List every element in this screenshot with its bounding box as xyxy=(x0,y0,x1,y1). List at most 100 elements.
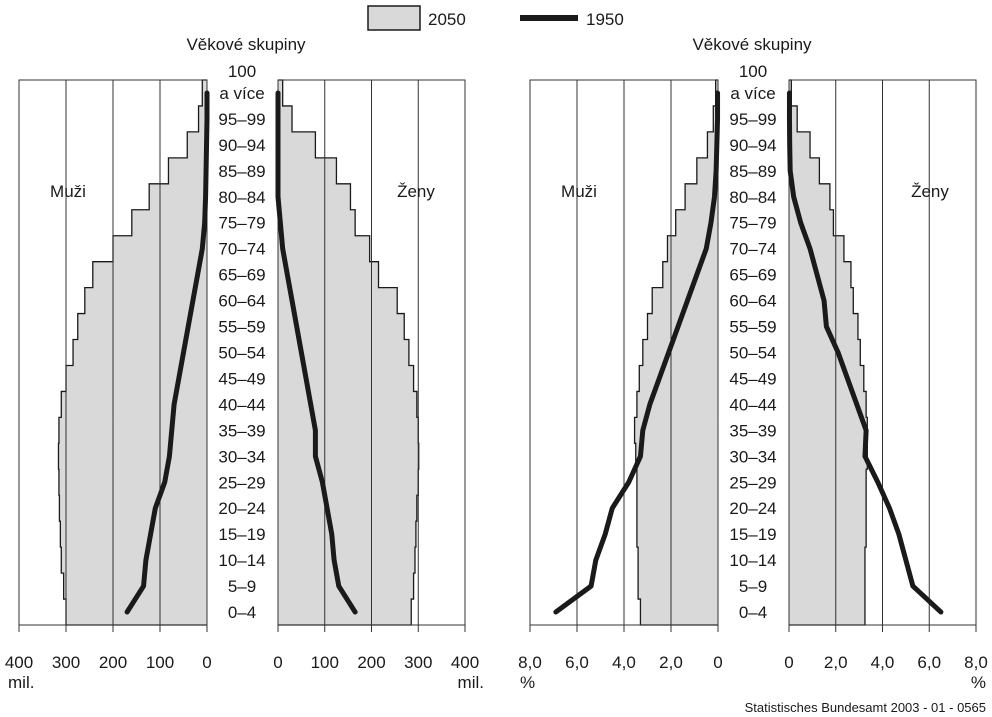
tick-label-female-0: 0 xyxy=(784,653,793,672)
age-label-17: 85–89 xyxy=(729,162,776,181)
age-label-6: 30–34 xyxy=(729,447,776,466)
bar-2050-female-2 xyxy=(278,547,415,574)
age-top-label: 100 xyxy=(739,62,767,81)
bar-2050-male-8 xyxy=(61,391,207,418)
bar-2050-male-7 xyxy=(634,417,718,444)
age-label-20: a více xyxy=(219,84,264,103)
bar-2050-male-3 xyxy=(636,521,718,548)
line-1950-male xyxy=(124,90,210,615)
bar-2050-female-18 xyxy=(278,131,316,159)
age-label-7: 35–39 xyxy=(218,421,265,440)
age-axis-title: Věkové skupiny xyxy=(692,35,812,54)
bar-2050-male-17 xyxy=(168,157,207,185)
tick-label-female-4: 8,0 xyxy=(964,653,988,672)
bar-2050-male-9 xyxy=(639,365,718,392)
age-label-19: 95–99 xyxy=(218,110,265,129)
age-label-0: 0–4 xyxy=(228,603,256,622)
age-label-4: 20–24 xyxy=(729,499,776,518)
bar-2050-female-16 xyxy=(278,183,351,211)
age-label-14: 70–74 xyxy=(218,240,265,259)
bar-2050-female-3 xyxy=(789,521,867,548)
age-label-6: 30–34 xyxy=(218,447,265,466)
bar-2050-male-1 xyxy=(638,573,718,600)
age-label-1: 5–9 xyxy=(228,577,256,596)
bar-2050-female-4 xyxy=(789,495,867,522)
bar-2050-female-2 xyxy=(789,547,865,574)
age-label-7: 35–39 xyxy=(729,421,776,440)
age-label-13: 65–69 xyxy=(729,266,776,285)
bar-2050-female-1 xyxy=(789,573,865,600)
age-label-20: a více xyxy=(730,84,775,103)
bar-2050-male-2 xyxy=(61,547,207,574)
age-label-2: 10–14 xyxy=(729,551,776,570)
age-label-18: 90–94 xyxy=(218,136,265,155)
tick-label-female-3: 300 xyxy=(404,653,432,672)
bar-2050-female-5 xyxy=(278,469,419,496)
age-label-10: 50–54 xyxy=(218,344,265,363)
age-axis-title: Věkové skupiny xyxy=(186,35,306,54)
bar-2050-male-19 xyxy=(198,105,207,133)
bar-2050-male-10 xyxy=(642,339,718,366)
tick-label-female-1: 100 xyxy=(311,653,339,672)
age-label-2: 10–14 xyxy=(218,551,265,570)
outline-2050-female xyxy=(278,79,420,626)
tick-label-female-2: 4,0 xyxy=(871,653,895,672)
unit-label-left: % xyxy=(520,673,535,692)
bar-2050-female-3 xyxy=(278,521,416,548)
age-label-11: 55–59 xyxy=(729,318,776,337)
tick-label-male-3: 6,0 xyxy=(565,653,589,672)
age-top-label: 100 xyxy=(228,62,256,81)
bar-2050-male-15 xyxy=(131,209,207,237)
tick-label-male-1: 100 xyxy=(146,653,174,672)
age-label-3: 15–19 xyxy=(218,525,265,544)
sex-label-female: Ženy xyxy=(911,182,949,201)
tick-label-male-4: 8,0 xyxy=(518,653,542,672)
bar-2050-female-6 xyxy=(278,443,419,470)
bar-2050-female-14 xyxy=(278,235,370,263)
bar-2050-male-17 xyxy=(696,157,718,185)
age-label-13: 65–69 xyxy=(218,266,265,285)
legend-swatch-2050 xyxy=(367,5,421,31)
tick-label-female-4: 400 xyxy=(451,653,479,672)
age-label-9: 45–49 xyxy=(218,369,265,388)
outline-2050-female xyxy=(789,79,868,626)
tick-label-male-1: 2,0 xyxy=(659,653,683,672)
age-label-12: 60–64 xyxy=(729,292,776,311)
age-label-19: 95–99 xyxy=(729,110,776,129)
bar-2050-male-12 xyxy=(84,287,207,314)
bar-2050-male-13 xyxy=(92,261,207,289)
legend: 2050 1950 xyxy=(367,5,624,31)
bar-2050-male-0 xyxy=(640,599,718,626)
bar-2050-male-18 xyxy=(707,131,718,159)
line-1950-male xyxy=(553,90,721,615)
age-label-15: 75–79 xyxy=(729,214,776,233)
bar-2050-male-13 xyxy=(662,261,718,289)
tick-label-male-4: 400 xyxy=(5,653,33,672)
outline-2050-male xyxy=(57,79,207,626)
age-label-8: 40–44 xyxy=(729,395,776,414)
age-label-16: 80–84 xyxy=(218,188,265,207)
tick-label-male-3: 300 xyxy=(52,653,80,672)
bar-2050-male-16 xyxy=(149,183,207,211)
tick-label-male-2: 200 xyxy=(99,653,127,672)
bar-2050-male-3 xyxy=(60,521,207,548)
bar-2050-female-17 xyxy=(278,157,337,185)
bar-2050-female-19 xyxy=(789,105,798,133)
age-label-18: 90–94 xyxy=(729,136,776,155)
sex-label-male: Muži xyxy=(50,182,86,201)
bar-2050-female-17 xyxy=(789,157,820,185)
unit-label-right: mil. xyxy=(458,673,484,692)
bar-2050-female-0 xyxy=(789,599,865,626)
outline-2050-male xyxy=(633,79,718,626)
bar-2050-female-7 xyxy=(278,417,419,444)
tick-label-male-2: 4,0 xyxy=(612,653,636,672)
bar-2050-female-0 xyxy=(278,599,412,626)
bar-2050-female-14 xyxy=(789,235,844,263)
age-label-14: 70–74 xyxy=(729,240,776,259)
source-note: Statistisches Bundesamt 2003 - 01 - 0565 xyxy=(745,700,986,715)
bar-2050-female-12 xyxy=(278,287,398,314)
age-label-5: 25–29 xyxy=(218,473,265,492)
age-label-1: 5–9 xyxy=(739,577,767,596)
